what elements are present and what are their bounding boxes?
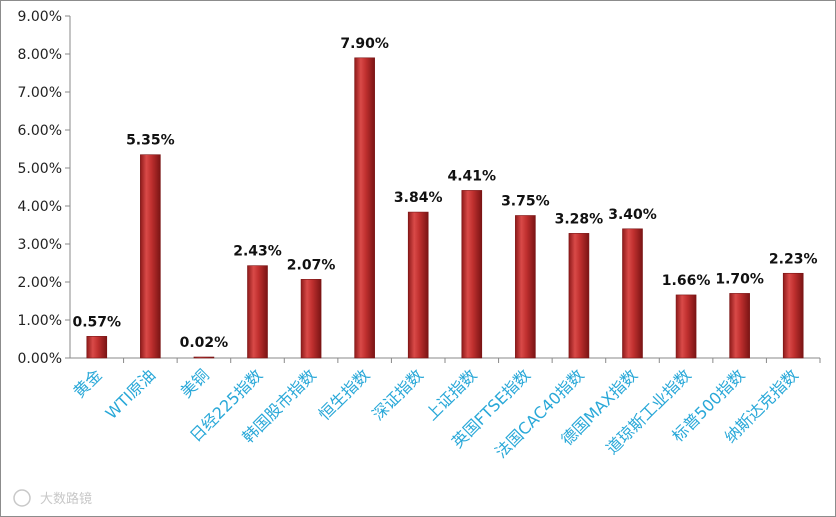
- y-tick-label: 5.00%: [18, 161, 62, 177]
- y-tick-label: 4.00%: [18, 199, 62, 215]
- bar-2: [193, 356, 215, 359]
- data-label: 1.70%: [715, 271, 764, 287]
- watermark-logo-icon: [13, 489, 31, 507]
- bar-6: [407, 211, 429, 359]
- bar-4: [300, 279, 322, 359]
- watermark-text: 大数路镜: [40, 491, 92, 507]
- category-label: 美铜: [177, 365, 213, 401]
- data-label: 0.57%: [72, 314, 121, 330]
- bar-11: [675, 294, 697, 359]
- data-label: 0.02%: [180, 335, 229, 351]
- y-tick-label: 3.00%: [18, 237, 62, 253]
- data-label: 2.07%: [287, 257, 336, 273]
- category-label: 恒生指数: [315, 365, 374, 424]
- y-tick-label: 8.00%: [18, 47, 62, 63]
- bar-12: [729, 293, 750, 359]
- y-tick-label: 9.00%: [18, 9, 62, 25]
- bar-10: [622, 228, 643, 359]
- data-label: 4.41%: [447, 168, 496, 184]
- data-label: 1.66%: [662, 273, 711, 289]
- y-tick-label: 2.00%: [18, 275, 62, 291]
- bar-1: [140, 154, 161, 359]
- y-tick-label: 7.00%: [18, 85, 62, 101]
- category-label: 黄金: [70, 365, 106, 401]
- data-label: 7.90%: [340, 36, 389, 52]
- bar-0: [86, 336, 108, 359]
- bar-8: [515, 215, 536, 359]
- data-label: 5.35%: [126, 133, 175, 149]
- bar-13: [782, 272, 804, 359]
- bar-9: [568, 233, 590, 359]
- bar-3: [247, 265, 268, 359]
- y-tick-label: 1.00%: [18, 313, 62, 329]
- category-label: 深证指数: [368, 365, 427, 424]
- category-label: WTI原油: [102, 365, 160, 423]
- data-label: 3.28%: [555, 211, 604, 227]
- data-label: 2.23%: [769, 251, 818, 267]
- y-tick-label: 6.00%: [18, 123, 62, 139]
- y-tick-label: 0.00%: [18, 351, 62, 367]
- data-label: 2.43%: [233, 244, 282, 260]
- bar-5: [354, 57, 375, 359]
- bar-7: [461, 190, 483, 359]
- data-label: 3.40%: [608, 207, 657, 223]
- data-label: 3.84%: [394, 190, 443, 206]
- data-label: 3.75%: [501, 194, 550, 210]
